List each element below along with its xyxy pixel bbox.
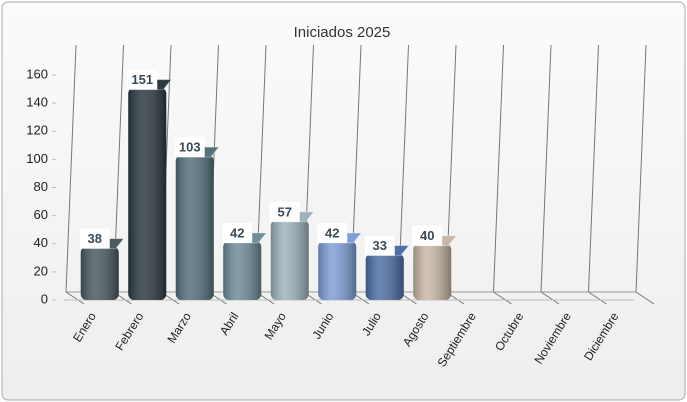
bar-group: 38 [79,228,125,300]
value-label: 42 [325,225,339,240]
bar-shade [128,87,167,300]
bar-group: 103 [174,137,220,300]
bar-shade [318,240,357,300]
value-label: 40 [420,228,434,243]
y-tick-label: 160 [26,66,48,81]
y-tick-label: 40 [34,235,48,250]
chart-title: Iniciados 2025 [294,24,391,41]
y-tick-label: 0 [41,291,48,306]
bar-group: 151 [127,69,173,300]
bar-group: 42 [222,222,268,300]
value-label-box [364,235,395,256]
bar-group: 40 [412,225,458,300]
y-tick-label: 100 [26,151,48,166]
bar-shade [223,240,262,300]
bar-shade [413,243,452,300]
bar-group: 42 [317,222,363,300]
value-label-box [79,228,110,249]
bar-shade [270,219,309,300]
bar-group: 57 [269,201,315,300]
y-tick-label: 80 [34,179,48,194]
value-label: 42 [230,225,244,240]
value-label: 38 [88,231,102,246]
y-tick-label: 20 [34,263,48,278]
value-label: 151 [131,72,153,87]
bar-shade [175,155,214,300]
bar-shade [80,246,119,300]
value-label-box [222,222,253,243]
value-label: 57 [278,204,292,219]
value-label-box [174,137,205,158]
y-tick-label: 120 [26,123,48,138]
bar-group: 33 [364,235,410,300]
y-tick-label: 60 [34,207,48,222]
value-label: 103 [179,140,201,155]
value-label-box [412,225,443,246]
value-label-box [317,222,348,243]
y-tick-label: 140 [26,95,48,110]
bar-shade [365,253,404,300]
value-label-box [127,69,158,90]
value-label: 33 [373,238,387,253]
value-label-box [269,201,300,222]
